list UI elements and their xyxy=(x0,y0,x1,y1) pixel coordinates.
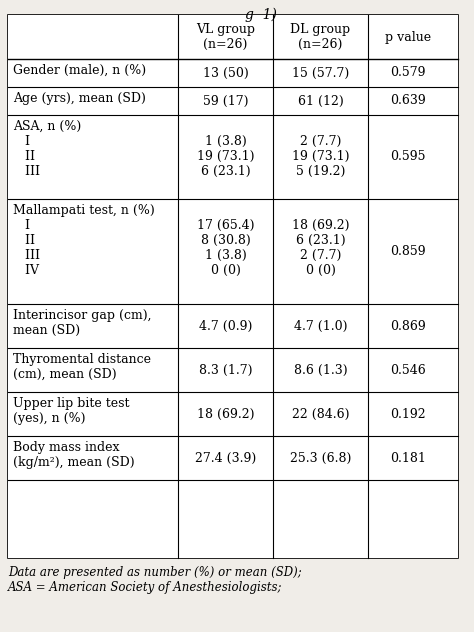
Text: 8.6 (1.3): 8.6 (1.3) xyxy=(294,363,347,377)
Text: Upper lip bite test
(yes), n (%): Upper lip bite test (yes), n (%) xyxy=(13,397,129,425)
Text: 18 (69.2): 18 (69.2) xyxy=(197,408,254,420)
Text: 8.3 (1.7): 8.3 (1.7) xyxy=(199,363,252,377)
Text: 0.859: 0.859 xyxy=(390,245,426,258)
Text: DL group
(n=26): DL group (n=26) xyxy=(291,23,351,51)
Text: 25.3 (6.8): 25.3 (6.8) xyxy=(290,451,351,465)
Text: p value: p value xyxy=(385,30,431,44)
Text: 15 (57.7): 15 (57.7) xyxy=(292,66,349,80)
Text: VL group
(n=26): VL group (n=26) xyxy=(196,23,255,51)
Text: 4.7 (0.9): 4.7 (0.9) xyxy=(199,320,252,332)
Text: Body mass index
(kg/m²), mean (SD): Body mass index (kg/m²), mean (SD) xyxy=(13,441,135,469)
Text: g  1): g 1) xyxy=(245,8,277,22)
Text: 0.595: 0.595 xyxy=(390,150,426,164)
Bar xyxy=(8,15,458,558)
Text: ASA, n (%)
   I
   II
   III: ASA, n (%) I II III xyxy=(13,120,81,178)
Text: 22 (84.6): 22 (84.6) xyxy=(292,408,349,420)
Text: Thyromental distance
(cm), mean (SD): Thyromental distance (cm), mean (SD) xyxy=(13,353,151,381)
Text: 17 (65.4)
8 (30.8)
1 (3.8)
0 (0): 17 (65.4) 8 (30.8) 1 (3.8) 0 (0) xyxy=(197,204,254,277)
Text: 0.579: 0.579 xyxy=(390,66,426,80)
Text: 0.181: 0.181 xyxy=(390,451,426,465)
Text: 0.546: 0.546 xyxy=(390,363,426,377)
Text: 18 (69.2)
6 (23.1)
2 (7.7)
0 (0): 18 (69.2) 6 (23.1) 2 (7.7) 0 (0) xyxy=(292,204,349,277)
Text: 13 (50): 13 (50) xyxy=(202,66,248,80)
Text: 27.4 (3.9): 27.4 (3.9) xyxy=(195,451,256,465)
Bar xyxy=(8,15,458,558)
Text: 4.7 (1.0): 4.7 (1.0) xyxy=(294,320,347,332)
Text: Gender (male), n (%): Gender (male), n (%) xyxy=(13,64,146,77)
Text: 59 (17): 59 (17) xyxy=(203,95,248,107)
Text: 61 (12): 61 (12) xyxy=(298,95,343,107)
Text: 1 (3.8)
19 (73.1)
6 (23.1): 1 (3.8) 19 (73.1) 6 (23.1) xyxy=(197,120,254,178)
Text: 0.869: 0.869 xyxy=(390,320,426,332)
Text: Interincisor gap (cm),
mean (SD): Interincisor gap (cm), mean (SD) xyxy=(13,309,152,337)
Text: Data are presented as number (%) or mean (SD);
ASA = American Society of Anesthe: Data are presented as number (%) or mean… xyxy=(8,566,302,594)
Text: 0.639: 0.639 xyxy=(390,95,426,107)
Text: 0.192: 0.192 xyxy=(390,408,426,420)
Text: Mallampati test, n (%)
   I
   II
   III
   IV: Mallampati test, n (%) I II III IV xyxy=(13,204,155,277)
Text: Age (yrs), mean (SD): Age (yrs), mean (SD) xyxy=(13,92,146,105)
Text: 2 (7.7)
19 (73.1)
5 (19.2): 2 (7.7) 19 (73.1) 5 (19.2) xyxy=(292,120,349,178)
